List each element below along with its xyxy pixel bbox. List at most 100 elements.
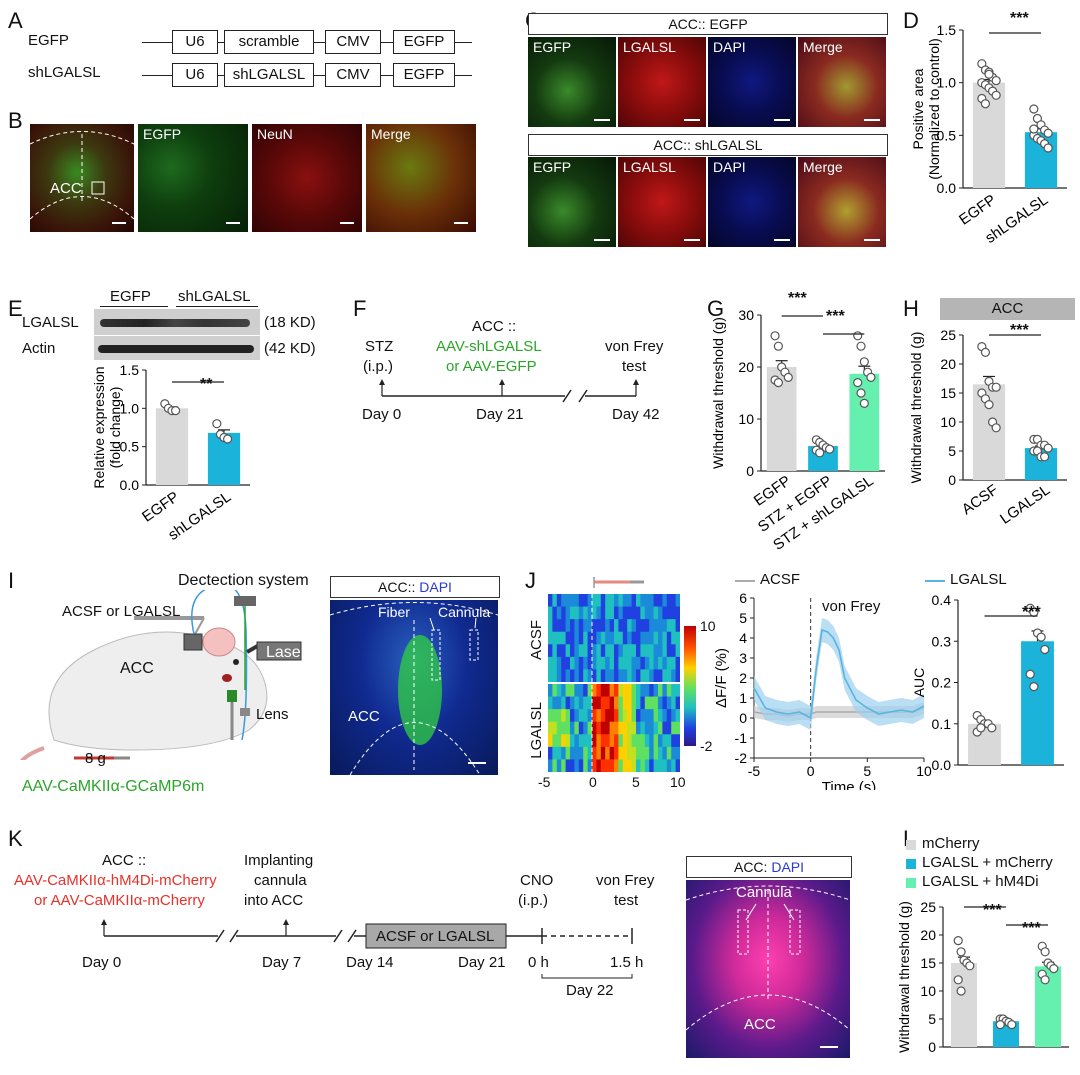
heatmap-cell <box>565 746 571 760</box>
heatmap-cell <box>658 721 663 735</box>
heatmap-cell <box>618 644 624 658</box>
heatmap-cell <box>548 644 553 658</box>
stimulus-marker <box>593 577 644 588</box>
heatmap-cell <box>592 644 597 658</box>
y-axis-label: ΔF/F (%) <box>713 648 730 708</box>
y-tick-label: 1.5 <box>937 22 957 38</box>
heatmap-cell <box>653 709 659 723</box>
y-tick-label: 1.0 <box>937 75 957 91</box>
heatmap-cell <box>649 656 654 670</box>
heatmap-cell <box>574 606 580 620</box>
heatmap-cell <box>640 619 646 633</box>
heatmap-cell <box>631 759 637 772</box>
heatmap-cell <box>658 709 663 723</box>
heatmap-row-label: LGALSL <box>528 702 545 759</box>
fiber-label: Fiber <box>378 604 410 620</box>
scale-bar <box>774 239 790 241</box>
heatmap-cell <box>600 721 606 735</box>
data-point <box>853 377 863 388</box>
heatmap-cell <box>671 594 676 607</box>
scale-bar <box>864 119 880 121</box>
heatmap-cell <box>587 721 593 735</box>
day-label: Day 14 <box>346 954 394 971</box>
heatmap-cell <box>587 684 593 697</box>
data-point <box>991 75 1001 86</box>
heatmap-cell <box>605 746 610 760</box>
heatmap-cell <box>653 631 659 645</box>
significance-marker: *** <box>788 290 807 307</box>
heatmap-cell <box>658 606 663 620</box>
heatmap-cell <box>556 594 562 607</box>
heatmap-x-tick: 0 <box>589 774 597 790</box>
heatmap-cell <box>578 721 584 735</box>
scale-bar <box>684 239 700 241</box>
group-bracket <box>100 306 168 307</box>
heatmap-cell <box>609 746 615 760</box>
significance-marker: *** <box>1022 604 1041 621</box>
heatmap-cell <box>605 721 610 735</box>
heatmap-cell <box>561 606 566 620</box>
heatmap-cell <box>671 759 676 772</box>
y-tick-label: 0 <box>928 1039 936 1055</box>
heatmap-cell <box>556 631 562 645</box>
scale-bar <box>468 762 486 764</box>
heatmap-cell <box>552 709 558 723</box>
heatmap-cell <box>596 644 602 658</box>
y-tick-label: 0.3 <box>932 633 952 649</box>
event-label: STZ <box>365 338 394 355</box>
heatmap-cell <box>565 684 571 697</box>
heatmap-cell <box>649 709 654 723</box>
heatmap-cell <box>596 669 602 683</box>
filament-weight: 8 g <box>85 750 106 767</box>
heatmap-cell <box>640 709 646 723</box>
heatmap-cell <box>556 696 562 710</box>
heatmap-cell <box>653 696 659 710</box>
y-tick-label: -2 <box>735 750 748 766</box>
chart-d: 0.0 0.5 1.0 1.5 Positive area (Normalized to … <box>910 22 1067 247</box>
virus-label: AAV-CaMKIIα-GCaMP6m <box>22 778 205 795</box>
panel-label-j: J <box>525 568 536 593</box>
heatmap-cell <box>658 644 663 658</box>
category-label: EGFP <box>956 191 999 228</box>
heatmap-cell <box>587 644 593 658</box>
heatmap-cell <box>605 619 610 633</box>
heatmap-cell <box>561 594 566 607</box>
heatmap-cell <box>600 684 606 697</box>
heatmap-cell <box>587 734 593 748</box>
heatmap-cell <box>627 669 632 683</box>
heatmap-cell <box>561 656 566 670</box>
heatmap-cell <box>627 696 632 710</box>
heatmap-cell <box>627 656 632 670</box>
heatmap-cell <box>561 696 566 710</box>
heatmap-cell <box>631 606 637 620</box>
scale-bar <box>684 119 700 121</box>
heatmap-cell <box>561 684 566 697</box>
heatmap-cell <box>631 644 637 658</box>
group-label: EGFP <box>110 288 151 305</box>
data-point <box>953 935 963 946</box>
data-point <box>825 444 835 454</box>
y-tick-label: 1.0 <box>120 400 140 416</box>
significance-marker: *** <box>1010 322 1029 339</box>
heatmap-cell <box>565 669 571 683</box>
event-sub: test <box>622 358 647 375</box>
heatmap-cell <box>666 734 672 748</box>
heatmap-cell <box>587 746 593 760</box>
data-point <box>1040 644 1050 655</box>
heatmap-cell <box>552 696 558 710</box>
data-point <box>212 419 222 429</box>
heatmap-cell <box>587 656 593 670</box>
heatmap-cell <box>592 619 597 633</box>
heatmap-cell <box>583 721 588 735</box>
heatmap-cell <box>600 746 606 760</box>
panel-label-b: B <box>8 108 23 133</box>
heatmap-cell <box>653 656 659 670</box>
heatmap-cell <box>649 721 654 735</box>
heatmap-cell <box>666 759 672 772</box>
data-point <box>1025 669 1035 679</box>
heatmap-cell <box>622 684 628 697</box>
heatmap-cell <box>548 619 553 633</box>
group-label: shLGALSL <box>178 288 251 305</box>
heatmap-cell <box>565 721 571 735</box>
heatmap-cell <box>556 669 562 683</box>
